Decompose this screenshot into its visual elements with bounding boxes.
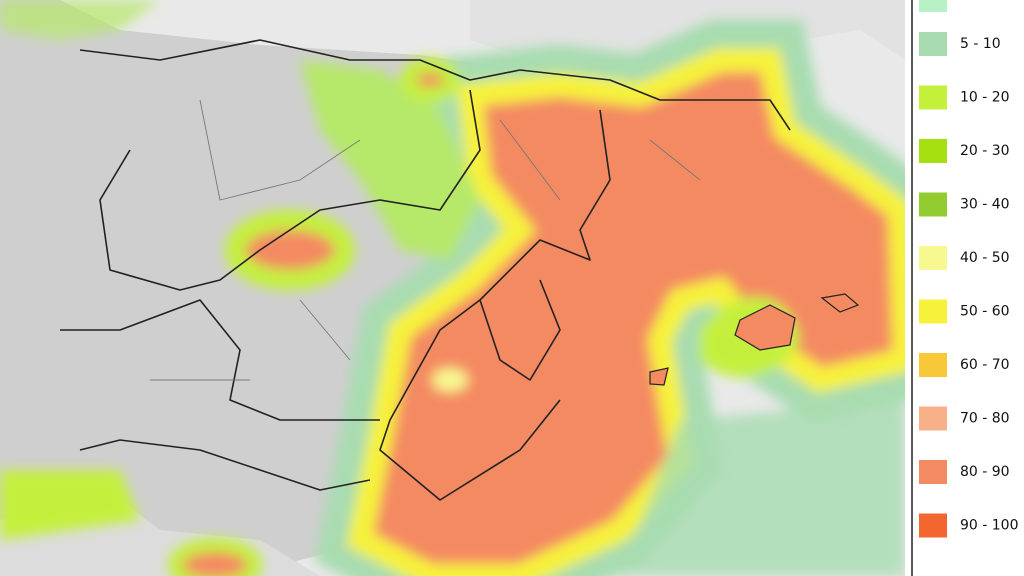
madrid-blob bbox=[225, 210, 355, 290]
green-north bbox=[300, 60, 480, 260]
region-border bbox=[379, 109, 611, 501]
center-border bbox=[60, 299, 380, 421]
legend-swatch bbox=[919, 0, 947, 12]
legend-swatch bbox=[919, 513, 947, 538]
legend-label: 70 - 80 bbox=[960, 411, 1010, 427]
mallorca bbox=[734, 304, 796, 351]
menorca bbox=[820, 293, 860, 313]
legend-swatch bbox=[919, 353, 947, 377]
legend-swatch bbox=[919, 139, 947, 163]
legend-swatch bbox=[919, 85, 947, 110]
legend-label: 30 - 40 bbox=[960, 197, 1010, 213]
legend-label: 5 - 10 bbox=[960, 36, 1001, 52]
north-border bbox=[79, 39, 791, 131]
legend-swatch bbox=[919, 32, 947, 56]
legend-swatch bbox=[919, 246, 947, 270]
south-border bbox=[79, 439, 371, 491]
orange-area bbox=[346, 48, 905, 576]
legend-label: 80 - 90 bbox=[960, 464, 1010, 480]
legend-label: 20 - 30 bbox=[960, 143, 1010, 159]
sw-green bbox=[0, 470, 140, 540]
legend-label: 50 - 60 bbox=[960, 304, 1010, 320]
south-blob bbox=[168, 538, 262, 576]
inland-spot bbox=[432, 368, 468, 392]
legend-label: 40 - 50 bbox=[960, 250, 1010, 266]
legend-swatch bbox=[919, 406, 947, 431]
north-blob bbox=[400, 57, 460, 103]
legend-swatch bbox=[919, 192, 947, 217]
legend: 5 - 10 10 - 20 20 - 30 30 - 40 40 - 50 50 - 6… bbox=[919, 32, 1019, 538]
valencia-border bbox=[479, 279, 561, 381]
ibiza bbox=[649, 367, 669, 386]
nw-green bbox=[0, 0, 160, 40]
legend-label: 90 - 100 bbox=[960, 518, 1019, 534]
probability-field bbox=[0, 0, 905, 576]
province-lines bbox=[150, 99, 701, 381]
south-sea-green bbox=[620, 400, 905, 576]
legend-label: 60 - 70 bbox=[960, 357, 1010, 373]
legend-swatch bbox=[919, 460, 947, 484]
map bbox=[0, 0, 905, 576]
legend-label: 10 - 20 bbox=[960, 90, 1010, 106]
inner-border bbox=[99, 89, 481, 291]
legend-swatch bbox=[919, 299, 947, 324]
